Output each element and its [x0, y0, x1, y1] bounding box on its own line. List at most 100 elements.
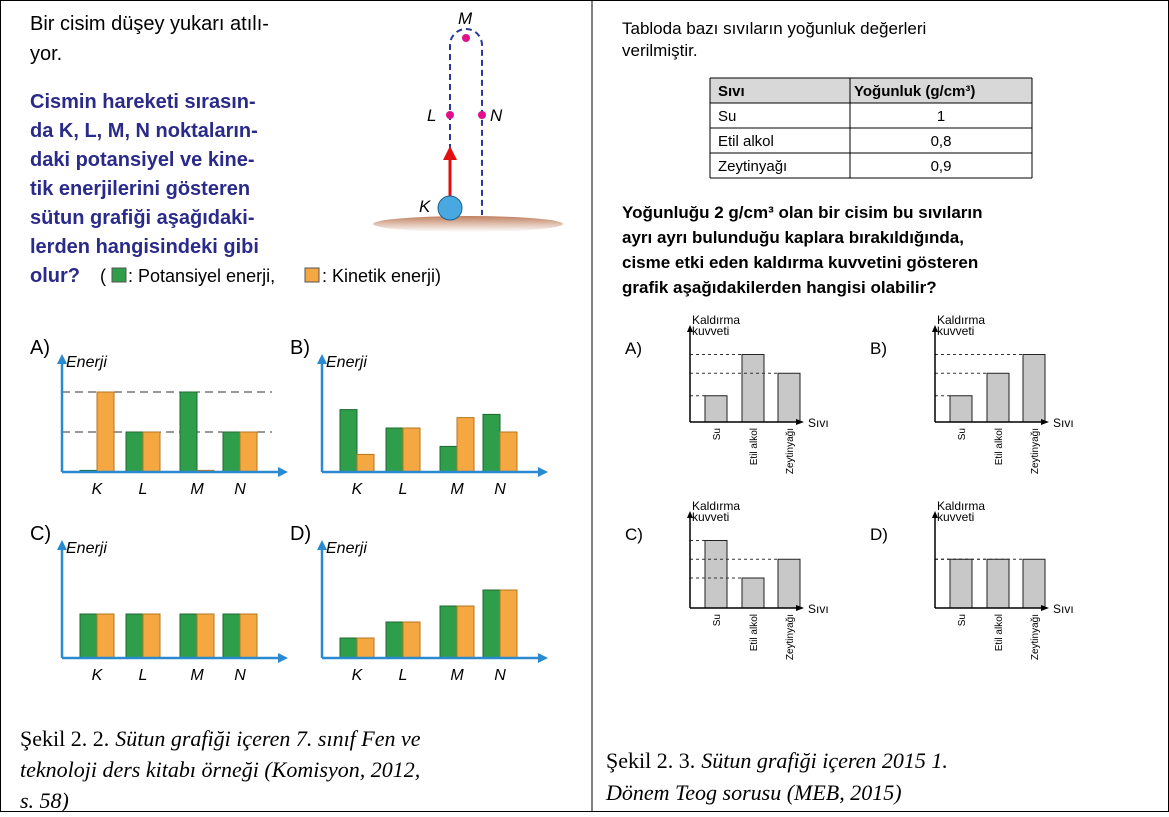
x-tick-label: Zeytinyağı [1030, 428, 1041, 474]
x-tick-label: N [494, 667, 506, 684]
legend-potential: : Potansiyel enerji, [128, 266, 275, 286]
question-line: ayrı ayrı bulunduğu kaplara bırakıldığın… [622, 228, 964, 247]
bar-kinetic [143, 432, 160, 472]
question-line: da K, L, M, N noktaların- [30, 120, 258, 142]
bar-potential [483, 414, 500, 472]
bar-potential [483, 590, 500, 658]
y-axis-label: kuvveti [692, 510, 729, 524]
legend-open: ( [100, 266, 106, 286]
bar-kinetic [500, 590, 517, 658]
bar-kinetic [403, 428, 420, 472]
bar [742, 355, 764, 423]
x-tick-label: Su [957, 428, 968, 440]
label-m: M [458, 9, 473, 28]
bar [705, 396, 727, 422]
question-line: daki potansiyel ve kine- [30, 149, 255, 171]
y-axis-label: kuvveti [937, 510, 974, 524]
caption-line: Dönem Teog sorusu (MEB, 2015) [605, 780, 902, 805]
y-axis-label: kuvveti [937, 324, 974, 338]
x-tick-label: Etil alkol [749, 614, 760, 651]
bar [950, 559, 972, 608]
x-tick-label: Zeytinyağı [785, 428, 796, 474]
bar-kinetic [500, 432, 517, 472]
table-header: Sıvı [718, 83, 745, 100]
y-axis-label: Enerji [326, 354, 367, 371]
x-axis-label: Sıvı [1053, 416, 1074, 430]
table-cell: Su [718, 108, 736, 125]
bar-potential [386, 428, 403, 472]
x-tick-label: K [92, 481, 104, 498]
bar-potential [440, 606, 457, 658]
chart-label: A) [625, 339, 642, 358]
x-tick-label: M [450, 667, 464, 684]
point-l [446, 111, 454, 119]
bar-kinetic [457, 606, 474, 658]
bar [778, 559, 800, 608]
bar-kinetic [240, 614, 257, 658]
x-tick-label: Zeytinyağı [1030, 614, 1041, 660]
x-tick-label: M [450, 481, 464, 498]
x-tick-label: Etil alkol [994, 428, 1005, 465]
bar-potential [180, 614, 197, 658]
chart-label: D) [870, 525, 888, 544]
question-line: Yoğunluğu 2 g/cm³ olan bir cisim bu sıvı… [622, 203, 983, 222]
bar-potential [180, 392, 197, 472]
y-axis-label: Enerji [66, 540, 107, 557]
bar-potential [340, 410, 357, 472]
caption-line: s. 58) [20, 788, 69, 812]
ground [373, 216, 563, 232]
chart-label: B) [870, 339, 887, 358]
intro-line: Bir cisim düşey yukarı atılı- [30, 13, 269, 35]
x-axis-label: Sıvı [808, 416, 829, 430]
table-cell: 0,8 [931, 133, 952, 150]
bar-potential [440, 446, 457, 472]
chart-label: D) [290, 523, 311, 545]
legend-kinetic: : Kinetik enerji) [322, 266, 441, 286]
bar [742, 578, 764, 608]
label-n: N [490, 106, 503, 125]
point-m [462, 34, 470, 42]
x-tick-label: Su [957, 614, 968, 626]
caption-line: Şekil 2. 2.Sütun grafiği içeren 7. sınıf… [20, 726, 421, 751]
x-axis-label: Sıvı [1053, 602, 1074, 616]
bar-potential [126, 614, 143, 658]
caption-line: Şekil 2. 3.Sütun grafiği içeren 2015 1. [606, 748, 948, 773]
table-cell: Etil alkol [718, 133, 774, 150]
y-axis-label: kuvveti [692, 324, 729, 338]
x-tick-label: Su [712, 614, 723, 626]
x-axis-label: Sıvı [808, 602, 829, 616]
table-cell: 0,9 [931, 158, 952, 175]
bar-kinetic [403, 622, 420, 658]
bar [1023, 355, 1045, 423]
bar [987, 373, 1009, 422]
bar-kinetic [143, 614, 160, 658]
question-line: sütun grafiği aşağıdaki- [30, 207, 254, 229]
bar [950, 396, 972, 422]
chart-label: A) [30, 337, 50, 359]
chart-label: C) [625, 525, 643, 544]
caption-line: teknoloji ders kitabı örneği (Komisyon, … [20, 757, 420, 782]
x-tick-label: Etil alkol [994, 614, 1005, 651]
question-line: Cismin hareketi sırasın- [30, 91, 256, 113]
table-cell: 1 [937, 108, 945, 125]
bar-potential [386, 622, 403, 658]
y-axis-label: Enerji [326, 540, 367, 557]
bar-kinetic [457, 418, 474, 472]
question-line: grafik aşağıdakilerden hangisi olabilir? [622, 278, 937, 297]
x-tick-label: M [190, 667, 204, 684]
bar-kinetic [357, 454, 374, 472]
x-tick-label: L [139, 481, 148, 498]
question-line: cisme etki eden kaldırma kuvvetini göste… [622, 253, 978, 272]
x-tick-label: Su [712, 428, 723, 440]
x-tick-label: L [139, 667, 148, 684]
x-tick-label: Etil alkol [749, 428, 760, 465]
caption-text: Sütun grafiği içeren 7. sınıf Fen ve [115, 726, 421, 751]
chart-label: B) [290, 337, 310, 359]
x-tick-label: M [190, 481, 204, 498]
chart-label: C) [30, 523, 51, 545]
x-tick-label: K [352, 481, 364, 498]
table-cell: Zeytinyağı [718, 158, 787, 175]
y-axis-label: Enerji [66, 354, 107, 371]
bar [705, 541, 727, 609]
x-tick-label: Zeytinyağı [785, 614, 796, 660]
